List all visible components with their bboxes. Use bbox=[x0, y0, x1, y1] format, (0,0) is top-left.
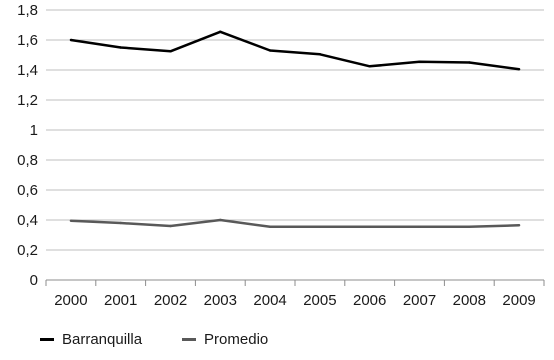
data-point bbox=[368, 225, 371, 228]
series bbox=[69, 30, 521, 229]
data-point bbox=[517, 68, 521, 71]
data-point bbox=[318, 225, 322, 228]
axes bbox=[45, 279, 545, 286]
data-point bbox=[119, 46, 122, 49]
legend-item-barranquilla: Barranquilla bbox=[40, 331, 142, 348]
legend-label-promedio: Promedio bbox=[204, 331, 269, 348]
y-tick-label: 0,6 bbox=[17, 182, 38, 199]
x-tick-label: 2004 bbox=[253, 292, 286, 309]
data-point bbox=[418, 60, 421, 63]
series-line-barranquilla bbox=[70, 30, 520, 71]
data-point bbox=[318, 53, 322, 56]
y-tick-label: 1 bbox=[30, 122, 38, 139]
x-tick-label: 2000 bbox=[54, 292, 87, 309]
legend: Barranquilla Promedio bbox=[40, 331, 268, 348]
legend-swatch-barranquilla bbox=[40, 338, 54, 341]
tick-labels: 0 0,2 0,4 0,6 0,8 1 1,2 1,4 1,6 1,8 2000 2001 2002 20… bbox=[17, 2, 536, 309]
data-point bbox=[219, 30, 222, 33]
x-tick-label: 2005 bbox=[303, 292, 336, 309]
data-point bbox=[517, 224, 521, 227]
legend-swatch-promedio bbox=[182, 338, 197, 341]
data-point bbox=[468, 61, 471, 64]
data-point bbox=[219, 218, 222, 222]
data-point bbox=[169, 50, 172, 53]
y-tick-label: 1,6 bbox=[17, 32, 38, 49]
y-tick-label: 1,8 bbox=[17, 2, 38, 19]
data-point bbox=[69, 38, 73, 42]
data-point bbox=[268, 225, 272, 228]
y-tick-label: 0 bbox=[30, 272, 38, 289]
data-point bbox=[368, 65, 371, 68]
x-tick-label: 2001 bbox=[104, 292, 137, 309]
data-point bbox=[418, 225, 421, 228]
y-tick-label: 0,4 bbox=[17, 212, 38, 229]
legend-item-promedio: Promedio bbox=[182, 331, 268, 348]
x-tick-label: 2006 bbox=[353, 292, 386, 309]
y-tick-label: 0,8 bbox=[17, 152, 38, 169]
y-tick-label: 0,2 bbox=[17, 242, 38, 259]
gridlines bbox=[46, 9, 544, 251]
x-tick-label: 2007 bbox=[403, 292, 436, 309]
data-point bbox=[169, 224, 172, 228]
x-tick-label: 2002 bbox=[154, 292, 187, 309]
data-point bbox=[119, 221, 122, 225]
data-point bbox=[268, 49, 272, 52]
series-line-promedio bbox=[70, 218, 520, 229]
y-tick-label: 1,2 bbox=[17, 92, 38, 109]
x-tick-label: 2003 bbox=[204, 292, 237, 309]
data-point bbox=[468, 225, 471, 228]
legend-label-barranquilla: Barranquilla bbox=[62, 331, 143, 348]
y-tick-label: 1,4 bbox=[17, 62, 38, 79]
x-tick-label: 2009 bbox=[502, 292, 535, 309]
data-point bbox=[69, 219, 73, 222]
x-tick-label: 2008 bbox=[453, 292, 486, 309]
